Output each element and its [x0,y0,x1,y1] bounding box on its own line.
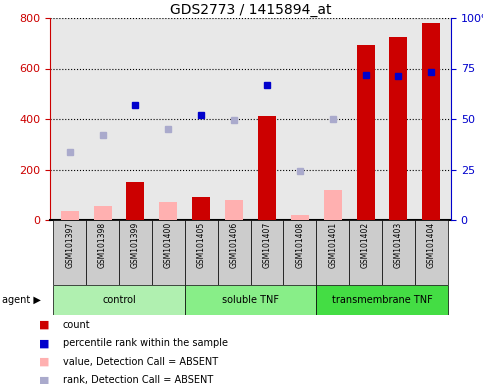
Bar [159,202,177,220]
Text: rank, Detection Call = ABSENT: rank, Detection Call = ABSENT [63,375,213,384]
Bar [356,45,375,220]
Bar [422,23,440,220]
Title: GDS2773 / 1415894_at: GDS2773 / 1415894_at [170,3,331,17]
Text: ■: ■ [39,357,49,367]
Text: ■: ■ [39,338,49,348]
Bar [251,220,284,285]
Text: GSM101408: GSM101408 [295,222,304,268]
Bar [192,197,210,220]
Bar [415,220,448,285]
Bar [152,220,185,285]
Bar [324,190,341,220]
Bar [316,285,448,315]
Text: GSM101400: GSM101400 [164,222,173,268]
Bar [218,220,251,285]
Bar [389,37,408,220]
Bar [53,220,86,285]
Text: GSM101404: GSM101404 [427,222,436,268]
Bar [119,220,152,285]
Text: agent ▶: agent ▶ [2,295,41,305]
Bar [61,211,79,220]
Text: GSM101397: GSM101397 [65,222,74,268]
Bar [185,220,218,285]
Bar [185,285,316,315]
Bar [258,116,276,220]
Text: count: count [63,320,90,330]
Text: GSM101406: GSM101406 [229,222,239,268]
Text: GSM101401: GSM101401 [328,222,337,268]
Text: GSM101403: GSM101403 [394,222,403,268]
Bar [86,220,119,285]
Text: soluble TNF: soluble TNF [222,295,279,305]
Bar [291,215,309,220]
Text: GSM101405: GSM101405 [197,222,206,268]
Bar [316,220,349,285]
Text: value, Detection Call = ABSENT: value, Detection Call = ABSENT [63,357,218,367]
Bar [382,220,415,285]
Bar [94,206,112,220]
Text: GSM101407: GSM101407 [262,222,271,268]
Text: GSM101399: GSM101399 [131,222,140,268]
Text: ■: ■ [39,320,49,330]
Text: percentile rank within the sample: percentile rank within the sample [63,338,228,348]
Bar [349,220,382,285]
Text: control: control [102,295,136,305]
Bar [284,220,316,285]
Text: ■: ■ [39,375,49,384]
Bar [225,200,243,220]
Text: GSM101398: GSM101398 [98,222,107,268]
Bar [127,182,144,220]
Text: GSM101402: GSM101402 [361,222,370,268]
Bar [53,285,185,315]
Text: transmembrane TNF: transmembrane TNF [332,295,432,305]
